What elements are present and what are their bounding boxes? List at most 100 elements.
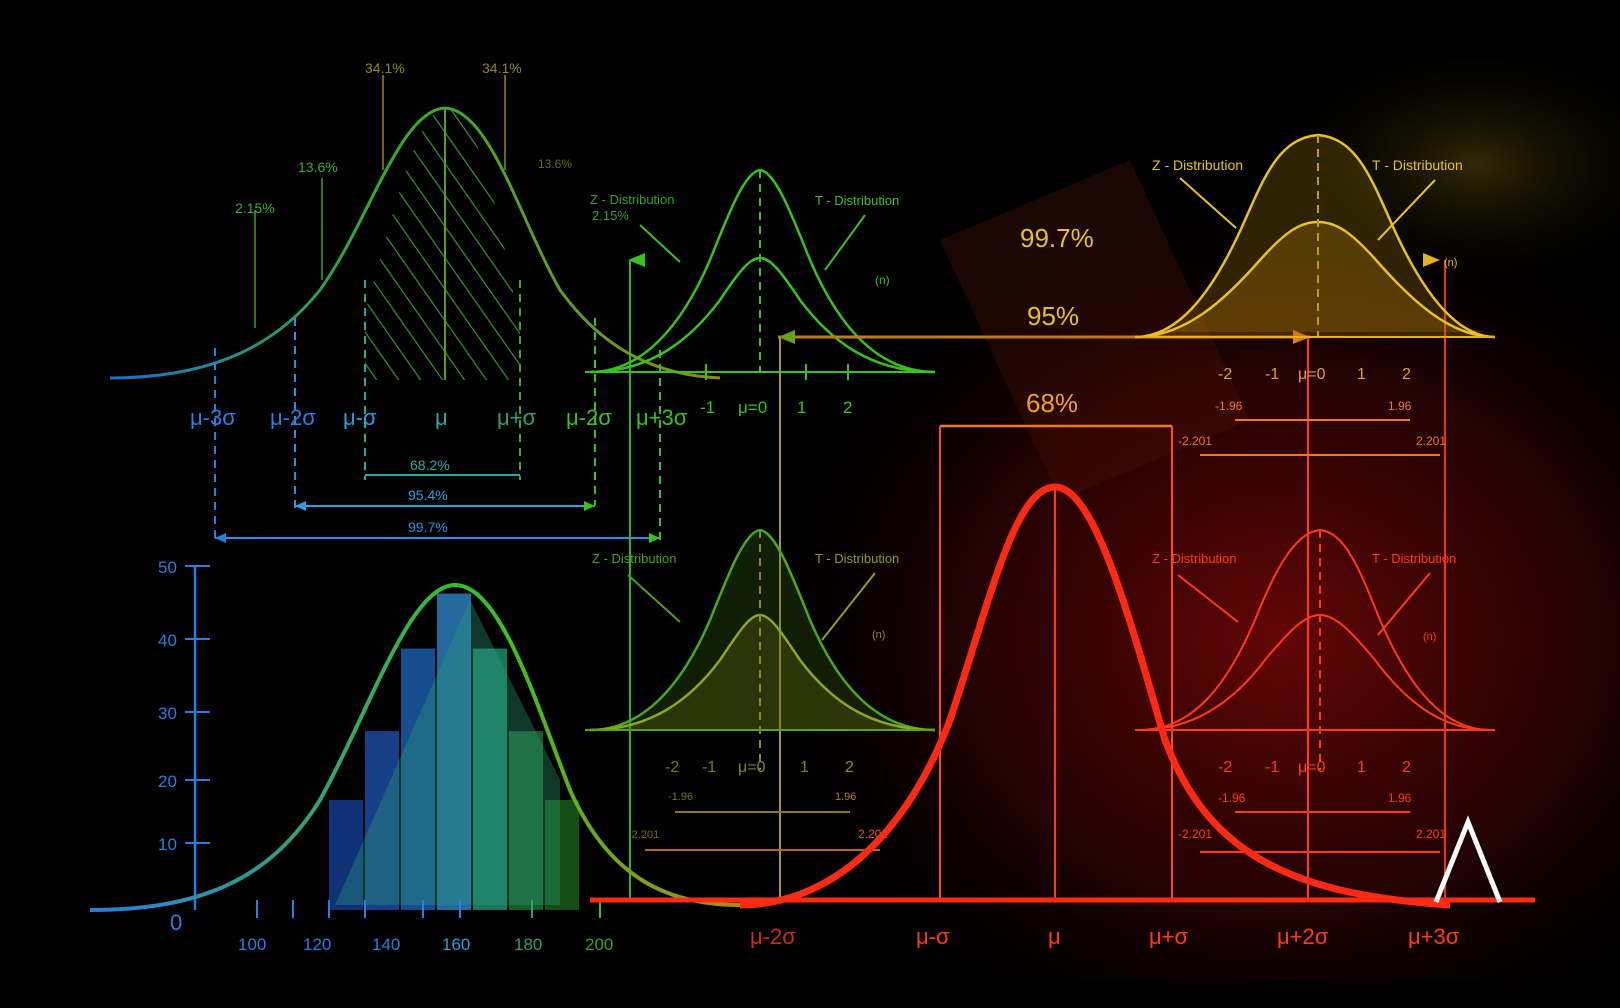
histogram-highlight: [335, 600, 560, 905]
tick-label: 2: [845, 759, 854, 776]
x-tick-label: 200: [585, 935, 613, 954]
tick-label: 2: [1402, 366, 1411, 383]
pointer-line: [821, 572, 876, 641]
pointer-line: [627, 574, 681, 623]
tl-axis-label: μ: [435, 405, 448, 430]
ci-label: -2.201: [628, 829, 659, 841]
label-68: 68%: [1026, 388, 1078, 418]
lambda-logo-icon: [1433, 815, 1503, 903]
histogram-bar: [473, 648, 507, 910]
label-34-right: 34.1%: [482, 60, 522, 76]
tick-label: 1: [800, 759, 809, 776]
z-label: Z - Distribution: [592, 551, 677, 566]
n-label: (n): [1423, 631, 1436, 643]
y-tick-label: 10: [158, 835, 177, 854]
label-13-left: 13.6%: [298, 159, 338, 175]
z-area: [590, 530, 935, 730]
origin-label: 0: [170, 910, 182, 935]
span-68-label: 68.2%: [410, 457, 450, 473]
tick-label: 2: [843, 398, 852, 417]
percentage-brackets: 99.7% 95% 68%: [628, 223, 1446, 900]
z-pct: 2.15%: [592, 208, 629, 223]
tick-label: -1: [702, 759, 716, 776]
x-tick-label: 140: [372, 935, 400, 954]
tl-axis-label: μ-2σ: [270, 405, 316, 430]
tl-axis-label: μ+σ: [497, 405, 537, 430]
tick-label: μ=0: [1298, 366, 1326, 383]
x-tick-label: 120: [303, 935, 331, 954]
arrowhead: [778, 330, 795, 344]
tick-label: -2: [1218, 759, 1232, 776]
y-tick-label: 30: [158, 704, 177, 723]
tick-label: -2: [665, 759, 679, 776]
top-green-zt-distribution: Z - Distribution 2.15% T - Distribution …: [585, 168, 936, 417]
tick-label: 1: [797, 398, 806, 417]
glow-wedge: [940, 160, 1250, 500]
ci-label: 1.96: [835, 791, 856, 803]
ci-label: 1.96: [1388, 791, 1412, 805]
t-label: T - Distribution: [815, 193, 899, 208]
histogram-bar: [509, 731, 543, 910]
tick-label: 1: [1357, 366, 1366, 383]
red-axis-label: μ+σ: [1149, 924, 1189, 949]
x-tick-label: 160: [442, 935, 470, 954]
label-13-right: 13.6%: [538, 157, 572, 171]
n-label: (n): [872, 629, 885, 641]
red-axis-label: μ+2σ: [1277, 924, 1329, 949]
arrowhead: [215, 533, 226, 543]
tick-label: μ=0: [738, 759, 766, 776]
tick-label: 1: [1357, 759, 1366, 776]
red-bell-curve: [739, 483, 1451, 909]
pointer-line: [1179, 177, 1237, 229]
pointer-line: [639, 224, 681, 263]
y-tick-label: 40: [158, 631, 177, 650]
x-tick-label: 180: [514, 935, 542, 954]
span-997-label: 99.7%: [408, 519, 448, 535]
label-34-left: 34.1%: [365, 60, 405, 76]
tick-label: -1: [700, 398, 715, 417]
red-axis-label: μ-2σ: [750, 924, 796, 949]
tl-axis-label: μ+3σ: [636, 405, 688, 430]
ci-label: 1.96: [1388, 399, 1412, 413]
x-tick-label: 100: [238, 935, 266, 954]
arrowhead: [584, 501, 595, 511]
t-label: T - Distribution: [1372, 157, 1463, 173]
tl-axis-label: μ-2σ: [566, 405, 612, 430]
n-label: (n): [875, 273, 890, 287]
histogram-bar: [437, 593, 471, 910]
arrowhead: [628, 253, 645, 267]
tick-label: 2: [1402, 759, 1411, 776]
ci-label: -1.96: [1215, 399, 1243, 413]
z-label: Z - Distribution: [1152, 551, 1237, 566]
y-tick-label: 20: [158, 772, 177, 791]
label-2-left: 2.15%: [235, 200, 275, 216]
histogram-bar: [545, 799, 579, 910]
histogram-bar: [401, 648, 435, 910]
top-right-yellow-zt-distribution: Z - Distribution T - Distribution (n) -2…: [1134, 133, 1496, 456]
middle-green-zt-distribution: Z - Distribution T - Distribution (n) -2…: [585, 528, 936, 851]
red-axis-label: μ-σ: [916, 924, 950, 949]
span-95-label: 95.4%: [408, 487, 448, 503]
tick-label: μ=0: [738, 398, 767, 417]
label-997: 99.7%: [1020, 223, 1094, 253]
ci-label: -1.96: [1218, 791, 1246, 805]
red-axis-label: μ+3σ: [1408, 924, 1460, 949]
arrowhead: [649, 533, 660, 543]
hatched-area: [365, 108, 520, 380]
logo-stroke: [1433, 815, 1503, 903]
pointer-line: [1377, 572, 1431, 636]
red-axis-label: μ: [1048, 924, 1061, 949]
ci-label: -1.96: [668, 791, 693, 803]
y-ticks: [185, 565, 210, 844]
pointer-line: [1177, 574, 1239, 623]
yellow-glow: [900, 60, 1620, 480]
middle-red-zt-distribution: Z - Distribution T - Distribution (n) -2…: [1135, 528, 1495, 853]
large-bell-curve: μ-2σ μ-σ μ μ+σ μ+2σ μ+3σ: [89, 483, 1535, 949]
t-label: T - Distribution: [1372, 551, 1456, 566]
z-area: [1150, 135, 1490, 332]
z-label: Z - Distribution: [590, 192, 675, 207]
tl-axis-label: μ-3σ: [190, 405, 236, 430]
pointer-line: [1377, 179, 1436, 241]
histogram-bars: [329, 593, 579, 910]
